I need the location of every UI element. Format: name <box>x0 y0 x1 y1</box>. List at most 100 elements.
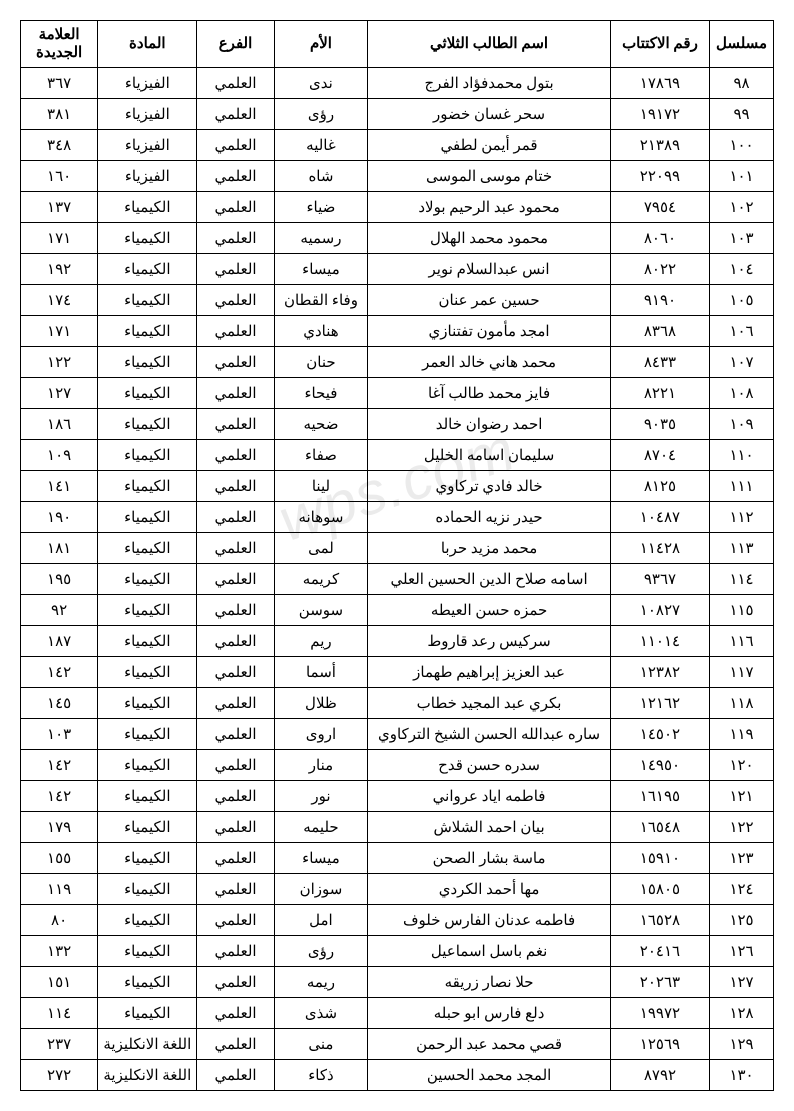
cell-name: انس عبدالسلام نوير <box>368 254 611 285</box>
cell-sub: ١٧٨٦٩ <box>610 68 709 99</box>
cell-mother: فيحاء <box>274 378 368 409</box>
header-subscription: رقم الاكتتاب <box>610 21 709 68</box>
table-row: ١٠٤٨٠٢٢انس عبدالسلام نويرميساءالعلميالكي… <box>21 254 774 285</box>
cell-grade: ١٩٢ <box>21 254 98 285</box>
cell-subject: الفيزياء <box>98 161 197 192</box>
table-row: ١٢٩١٢٥٦٩قصي محمد عبد الرحمنمنىالعلمياللغ… <box>21 1029 774 1060</box>
cell-serial: ١٠٤ <box>710 254 774 285</box>
table-header-row: مسلسل رقم الاكتتاب اسم الطالب الثلاثي ال… <box>21 21 774 68</box>
cell-sub: ١١٠١٤ <box>610 626 709 657</box>
table-row: ١١٤٩٣٦٧اسامه صلاح الدين الحسين العليكريم… <box>21 564 774 595</box>
cell-sub: ١٢٣٨٢ <box>610 657 709 688</box>
cell-name: محمود عبد الرحيم بولاد <box>368 192 611 223</box>
cell-name: بكري عبد المجيد خطاب <box>368 688 611 719</box>
cell-mother: ريم <box>274 626 368 657</box>
table-row: ١٢٨١٩٩٧٢دلع فارس ابو حبلهشذىالعلميالكيمي… <box>21 998 774 1029</box>
cell-sub: ٨١٢٥ <box>610 471 709 502</box>
cell-branch: العلمي <box>197 657 274 688</box>
cell-grade: ١٧١ <box>21 316 98 347</box>
cell-grade: ١٩٥ <box>21 564 98 595</box>
cell-sub: ٨٠٢٢ <box>610 254 709 285</box>
cell-branch: العلمي <box>197 812 274 843</box>
cell-grade: ٣٦٧ <box>21 68 98 99</box>
cell-serial: ١٢٥ <box>710 905 774 936</box>
cell-sub: ٨٢٢١ <box>610 378 709 409</box>
cell-subject: الكيمياء <box>98 967 197 998</box>
table-row: ١٢٦٢٠٤١٦نغم باسل اسماعيلرؤىالعلميالكيميا… <box>21 936 774 967</box>
cell-grade: ١٨١ <box>21 533 98 564</box>
cell-serial: ١٢٣ <box>710 843 774 874</box>
cell-sub: ١٢٥٦٩ <box>610 1029 709 1060</box>
cell-subject: الكيمياء <box>98 533 197 564</box>
cell-mother: رؤى <box>274 99 368 130</box>
cell-sub: ٢٢٠٩٩ <box>610 161 709 192</box>
cell-name: سدره حسن قدح <box>368 750 611 781</box>
cell-branch: العلمي <box>197 626 274 657</box>
cell-branch: العلمي <box>197 68 274 99</box>
cell-grade: ٨٠ <box>21 905 98 936</box>
cell-serial: ١٠٧ <box>710 347 774 378</box>
cell-branch: العلمي <box>197 967 274 998</box>
cell-subject: الكيمياء <box>98 285 197 316</box>
cell-grade: ١٩٠ <box>21 502 98 533</box>
cell-serial: ١٠٨ <box>710 378 774 409</box>
cell-serial: ١٠٠ <box>710 130 774 161</box>
cell-grade: ١٣٧ <box>21 192 98 223</box>
cell-branch: العلمي <box>197 595 274 626</box>
cell-mother: امل <box>274 905 368 936</box>
cell-mother: سوهانه <box>274 502 368 533</box>
cell-mother: شاه <box>274 161 368 192</box>
cell-grade: ١٧١ <box>21 223 98 254</box>
cell-name: ختام موسى الموسى <box>368 161 611 192</box>
cell-grade: ١٧٩ <box>21 812 98 843</box>
cell-subject: الكيمياء <box>98 781 197 812</box>
cell-subject: الكيمياء <box>98 564 197 595</box>
cell-branch: العلمي <box>197 285 274 316</box>
cell-sub: ١٩١٧٢ <box>610 99 709 130</box>
cell-mother: لينا <box>274 471 368 502</box>
table-row: ١٢٧٢٠٢٦٣حلا نصار زريقهريمهالعلميالكيمياء… <box>21 967 774 998</box>
grades-table: مسلسل رقم الاكتتاب اسم الطالب الثلاثي ال… <box>20 20 774 1091</box>
cell-subject: الكيمياء <box>98 936 197 967</box>
cell-subject: الكيمياء <box>98 874 197 905</box>
cell-sub: ٢٠٢٦٣ <box>610 967 709 998</box>
cell-subject: الكيمياء <box>98 192 197 223</box>
cell-subject: الكيمياء <box>98 502 197 533</box>
cell-name: حسين عمر عنان <box>368 285 611 316</box>
cell-branch: العلمي <box>197 316 274 347</box>
cell-branch: العلمي <box>197 564 274 595</box>
cell-mother: اروى <box>274 719 368 750</box>
cell-subject: الفيزياء <box>98 99 197 130</box>
cell-serial: ١٠٥ <box>710 285 774 316</box>
cell-name: حلا نصار زريقه <box>368 967 611 998</box>
cell-grade: ٢٧٢ <box>21 1060 98 1091</box>
cell-name: سليمان اسامه الخليل <box>368 440 611 471</box>
cell-subject: الكيمياء <box>98 812 197 843</box>
table-row: ١٠٥٩١٩٠حسين عمر عنانوفاء القطانالعلميالك… <box>21 285 774 316</box>
cell-serial: ١٢٤ <box>710 874 774 905</box>
cell-name: فايز محمد طالب آغا <box>368 378 611 409</box>
table-row: ١١٢١٠٤٨٧حيدر نزيه الحمادهسوهانهالعلميالك… <box>21 502 774 533</box>
cell-branch: العلمي <box>197 347 274 378</box>
cell-serial: ١٢٩ <box>710 1029 774 1060</box>
header-mother: الأم <box>274 21 368 68</box>
cell-subject: الكيمياء <box>98 750 197 781</box>
cell-mother: أسما <box>274 657 368 688</box>
cell-branch: العلمي <box>197 192 274 223</box>
cell-branch: العلمي <box>197 719 274 750</box>
cell-grade: ٣٨١ <box>21 99 98 130</box>
cell-grade: ١١٩ <box>21 874 98 905</box>
cell-subject: الكيمياء <box>98 347 197 378</box>
cell-sub: ١١٤٢٨ <box>610 533 709 564</box>
cell-sub: ٢١٣٨٩ <box>610 130 709 161</box>
cell-sub: ٩٠٣٥ <box>610 409 709 440</box>
cell-sub: ١٥٨٠٥ <box>610 874 709 905</box>
cell-subject: الكيمياء <box>98 843 197 874</box>
cell-mother: ضحيه <box>274 409 368 440</box>
cell-grade: ١٤٢ <box>21 750 98 781</box>
cell-serial: ١٠٩ <box>710 409 774 440</box>
cell-name: دلع فارس ابو حبله <box>368 998 611 1029</box>
header-grade: العلامة الجديدة <box>21 21 98 68</box>
cell-serial: ١١٢ <box>710 502 774 533</box>
table-row: ١١٠٨٧٠٤سليمان اسامه الخليلصفاءالعلميالكي… <box>21 440 774 471</box>
